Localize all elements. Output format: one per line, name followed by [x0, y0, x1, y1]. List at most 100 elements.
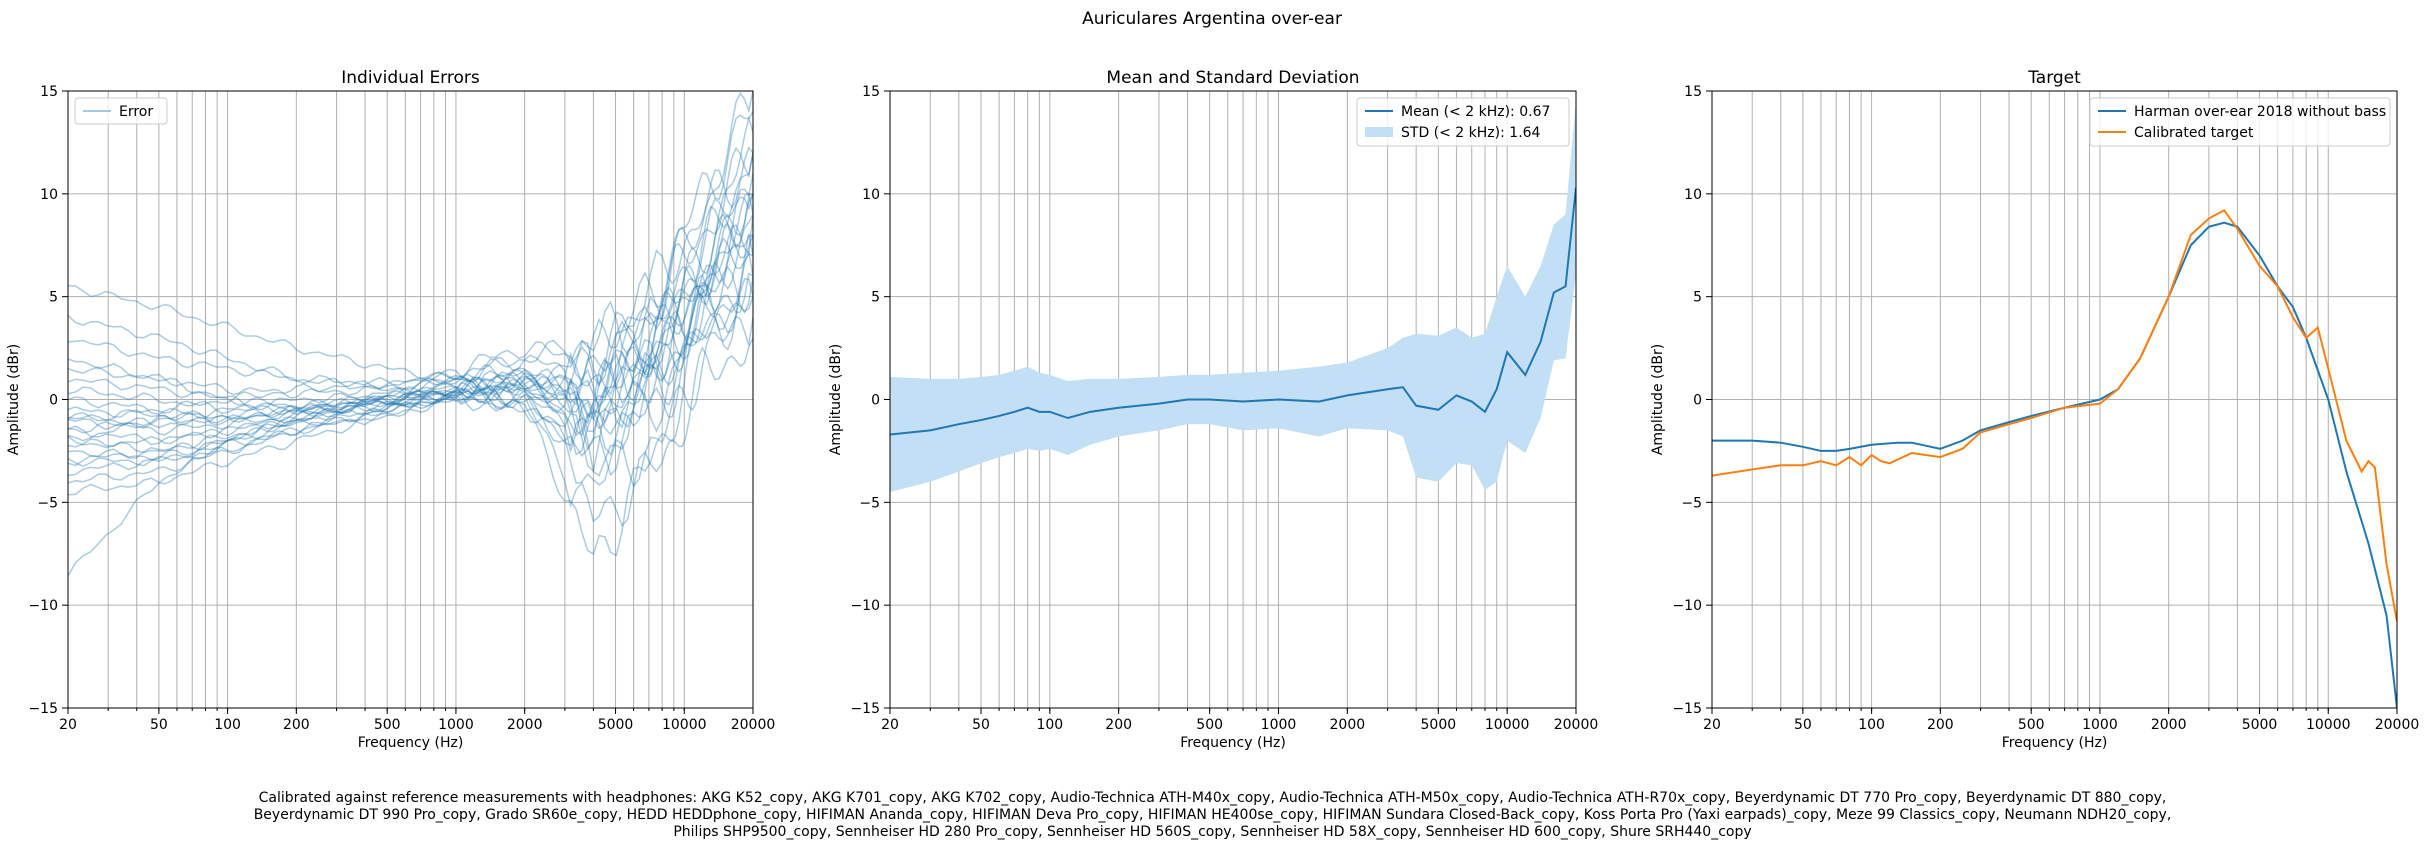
legend: Error — [74, 97, 168, 125]
x-tick-label: 5000 — [1421, 717, 1457, 733]
legend-label: Harman over-ear 2018 without bass — [2134, 104, 2386, 120]
y-tick-label: 5 — [1693, 290, 1702, 306]
x-tick-label: 20000 — [731, 717, 776, 733]
std-band — [890, 101, 1576, 493]
error-line — [68, 214, 753, 413]
x-tick-label: 10000 — [2306, 717, 2351, 733]
figure-suptitle: Auriculares Argentina over-ear — [1082, 9, 1342, 29]
error-line — [68, 115, 753, 433]
x-tick-label: 100 — [1858, 717, 1885, 733]
x-tick-label: 5000 — [598, 717, 634, 733]
error-line — [68, 214, 753, 477]
footer-line-2: Beyerdynamic DT 990 Pro_copy, Grado SR60… — [253, 807, 2172, 823]
y-tick-label: −15 — [850, 701, 880, 717]
error-line — [68, 146, 753, 467]
error-line — [68, 234, 753, 477]
x-tick-label: 50 — [1794, 717, 1812, 733]
y-tick-label: 0 — [871, 393, 880, 409]
chart-title: Target — [2027, 68, 2081, 88]
legend: Mean (< 2 kHz): 0.67 STD (< 2 kHz): 1.64 — [1356, 97, 1570, 147]
error-line — [68, 337, 753, 528]
chart-title: Mean and Standard Deviation — [1106, 68, 1359, 88]
error-line — [68, 284, 753, 454]
chart-mean-std: 20 50 100 200 500 1000 2000 5000 10000 20000−15−1… — [828, 68, 1598, 751]
calibration-footer: Calibrated against reference measurement… — [0, 790, 2425, 841]
x-tick-label: 2000 — [507, 717, 543, 733]
x-tick-label: 200 — [283, 717, 310, 733]
plot-area — [68, 91, 753, 577]
y-tick-label: −10 — [850, 598, 880, 614]
plot-area — [1712, 208, 2397, 708]
error-line — [68, 265, 753, 434]
legend-swatch-std — [1365, 127, 1393, 137]
legend-box — [1356, 97, 1570, 147]
y-axis-label: Amplitude (dBr) — [6, 344, 22, 455]
error-line — [68, 91, 753, 424]
x-tick-label: 10000 — [1485, 717, 1530, 733]
legend-label-mean: Mean (< 2 kHz): 0.67 — [1401, 104, 1550, 120]
x-tick-label: 200 — [1105, 717, 1132, 733]
x-tick-label: 500 — [374, 717, 401, 733]
y-tick-label: 15 — [40, 84, 58, 100]
error-line — [68, 278, 753, 457]
y-tick-label: −5 — [859, 495, 880, 511]
grid — [1711, 90, 2398, 709]
y-tick-label: 0 — [1693, 393, 1702, 409]
y-tick-label: −10 — [1672, 598, 1702, 614]
legend-label-std: STD (< 2 kHz): 1.64 — [1401, 125, 1541, 141]
x-axis-label: Frequency (Hz) — [358, 735, 464, 751]
x-tick-label: 50 — [972, 717, 990, 733]
y-tick-label: 5 — [871, 290, 880, 306]
error-line — [68, 173, 753, 468]
legend-label: Calibrated target — [2134, 125, 2254, 141]
error-line — [68, 152, 753, 406]
error-line — [68, 111, 753, 577]
y-tick-label: 15 — [862, 84, 880, 100]
error-line — [68, 272, 753, 429]
x-tick-label: 20 — [59, 717, 77, 733]
x-tick-label: 1000 — [1261, 717, 1297, 733]
chart-target: 20 50 100 200 500 1000 2000 5000 10000 20000−15−1… — [1650, 68, 2419, 751]
legend: Harman over-ear 2018 without bass Calibra… — [2089, 97, 2391, 147]
footer-line-1: Calibrated against reference measurement… — [258, 790, 2167, 806]
error-line — [68, 237, 753, 454]
x-tick-label: 5000 — [2242, 717, 2278, 733]
y-tick-label: 5 — [49, 290, 58, 306]
x-tick-label: 2000 — [2151, 717, 2187, 733]
grid — [67, 90, 754, 709]
error-line — [68, 233, 753, 557]
y-tick-label: −5 — [37, 495, 58, 511]
error-line — [68, 251, 753, 496]
plot-area — [890, 101, 1576, 493]
x-axis-label: Frequency (Hz) — [2002, 735, 2108, 751]
calibrated-target-line — [1712, 208, 2397, 622]
legend-box — [74, 97, 168, 125]
y-axis-label: Amplitude (dBr) — [828, 344, 844, 455]
y-tick-label: −15 — [28, 701, 58, 717]
x-tick-label: 200 — [1927, 717, 1954, 733]
legend-box — [2089, 97, 2391, 147]
x-tick-label: 20 — [881, 717, 899, 733]
x-tick-label: 100 — [214, 717, 241, 733]
y-tick-label: −10 — [28, 598, 58, 614]
harman-target-line — [1712, 221, 2397, 708]
x-tick-label: 2000 — [1330, 717, 1366, 733]
x-tick-label: 1000 — [438, 717, 474, 733]
legend-label: Error — [119, 104, 153, 120]
x-tick-label: 10000 — [662, 717, 707, 733]
x-tick-label: 1000 — [2082, 717, 2118, 733]
error-line — [68, 193, 753, 425]
error-line — [68, 193, 753, 437]
y-axis-label: Amplitude (dBr) — [1650, 344, 1666, 455]
y-tick-label: 0 — [49, 393, 58, 409]
x-tick-label: 20000 — [1554, 717, 1599, 733]
x-tick-label: 50 — [150, 717, 168, 733]
y-tick-label: 15 — [1684, 84, 1702, 100]
y-tick-label: −15 — [1672, 701, 1702, 717]
x-tick-label: 20 — [1703, 717, 1721, 733]
x-tick-label: 500 — [2018, 717, 2045, 733]
footer-line-3: Philips SHP9500_copy, Sennheiser HD 280 … — [673, 824, 1752, 840]
chart-individual-errors: 20 50 100 200 500 1000 2000 5000 10000 20000−15−1… — [6, 68, 775, 751]
error-line — [68, 188, 753, 429]
x-tick-label: 500 — [1196, 717, 1223, 733]
